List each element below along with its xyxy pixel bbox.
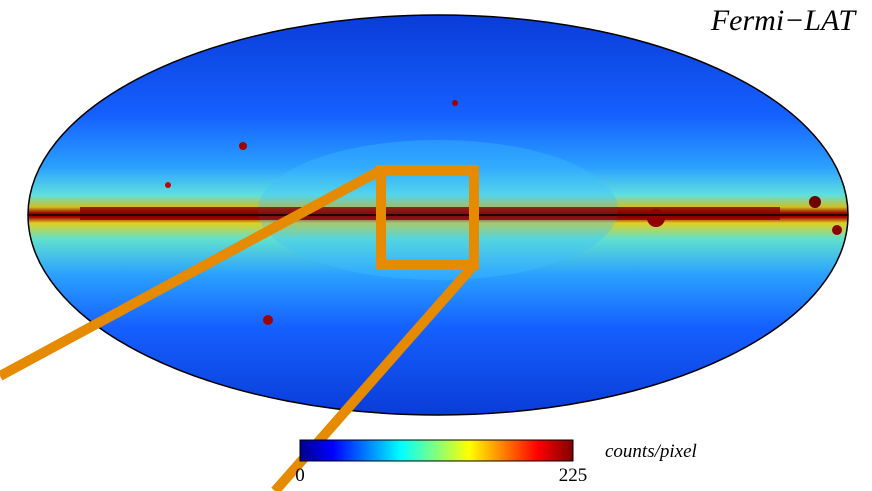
source (832, 225, 842, 235)
source (809, 196, 821, 208)
source (263, 315, 273, 325)
galactic-plane (80, 207, 780, 220)
map-title: Fermi−LAT (710, 4, 857, 37)
source (165, 182, 171, 188)
source (452, 100, 458, 106)
source (647, 209, 665, 227)
colorbar-min-label: 0 (295, 465, 305, 486)
source (239, 142, 247, 150)
zoom-box (376, 165, 479, 270)
colorbar-max-label: 225 (559, 465, 588, 486)
colorbar-label: counts/pixel (605, 441, 697, 462)
colorbar (299, 439, 574, 462)
zoom-line (0, 165, 384, 381)
